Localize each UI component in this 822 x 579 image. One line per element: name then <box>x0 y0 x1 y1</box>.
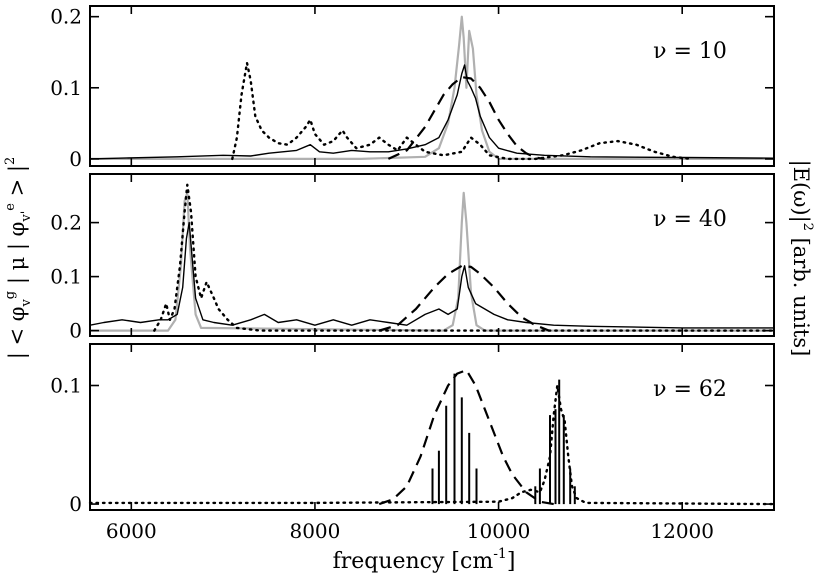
panel-2-ytick-label: 0 <box>69 319 82 343</box>
y-axis-label-left: | < φvg | μ | φv'e > |2 <box>3 157 34 360</box>
panel-1-series-dotted <box>231 61 693 161</box>
panel-3-frame <box>89 343 775 511</box>
panel-1-series-solid <box>89 64 775 160</box>
x-tick-label: 6000 <box>106 519 157 543</box>
panel-3-ytick-label: 0 <box>69 492 82 516</box>
panel-1-series-dashed <box>387 76 545 160</box>
y-axis-label-right: |E(ω)|2 [arb. units] <box>788 160 815 357</box>
x-axis-label: frequency [cm-1] <box>333 546 516 574</box>
panel-2-frame <box>89 173 775 337</box>
panel-3-ytick-label: 0.1 <box>50 374 82 398</box>
panel-1-ytick-label: 0.1 <box>50 76 82 100</box>
panel-1-label: ν = 10 <box>653 39 727 64</box>
panel-1-frame <box>89 5 775 167</box>
panel-2-series-dashed <box>378 264 550 332</box>
panel-3-label: ν = 62 <box>653 377 727 402</box>
panel-2-series-solid <box>89 221 774 329</box>
x-tick-label: 8000 <box>289 519 340 543</box>
panel-1: 0 0.1 0.2 ν = 10 <box>50 5 775 171</box>
panel-3-series-dotted <box>88 384 776 506</box>
x-tick-label: 10000 <box>467 519 531 543</box>
panel-2: 0 0.1 0.2 ν = 40 <box>50 173 776 343</box>
panel-2-label: ν = 40 <box>653 207 727 232</box>
panel-1-ytick-label: 0.2 <box>50 5 82 29</box>
panel-1-ytick-label: 0 <box>69 147 82 171</box>
panel-2-ytick-label: 0.1 <box>50 265 82 289</box>
panel-3-series-dashed <box>378 369 554 506</box>
panel-1-series-gray <box>90 15 774 160</box>
x-axis-ticks: 6000 8000 10000 12000 <box>106 519 714 543</box>
panel-2-ytick-label: 0.2 <box>50 211 82 235</box>
x-tick-label: 12000 <box>650 519 714 543</box>
panel-3: 0 0.1 ν = 62 <box>50 343 776 516</box>
panels: 0 0.1 0.2 ν = 10 0 0.1 0.2 ν = 40 0 0.1 ν = 62 <box>50 5 776 516</box>
